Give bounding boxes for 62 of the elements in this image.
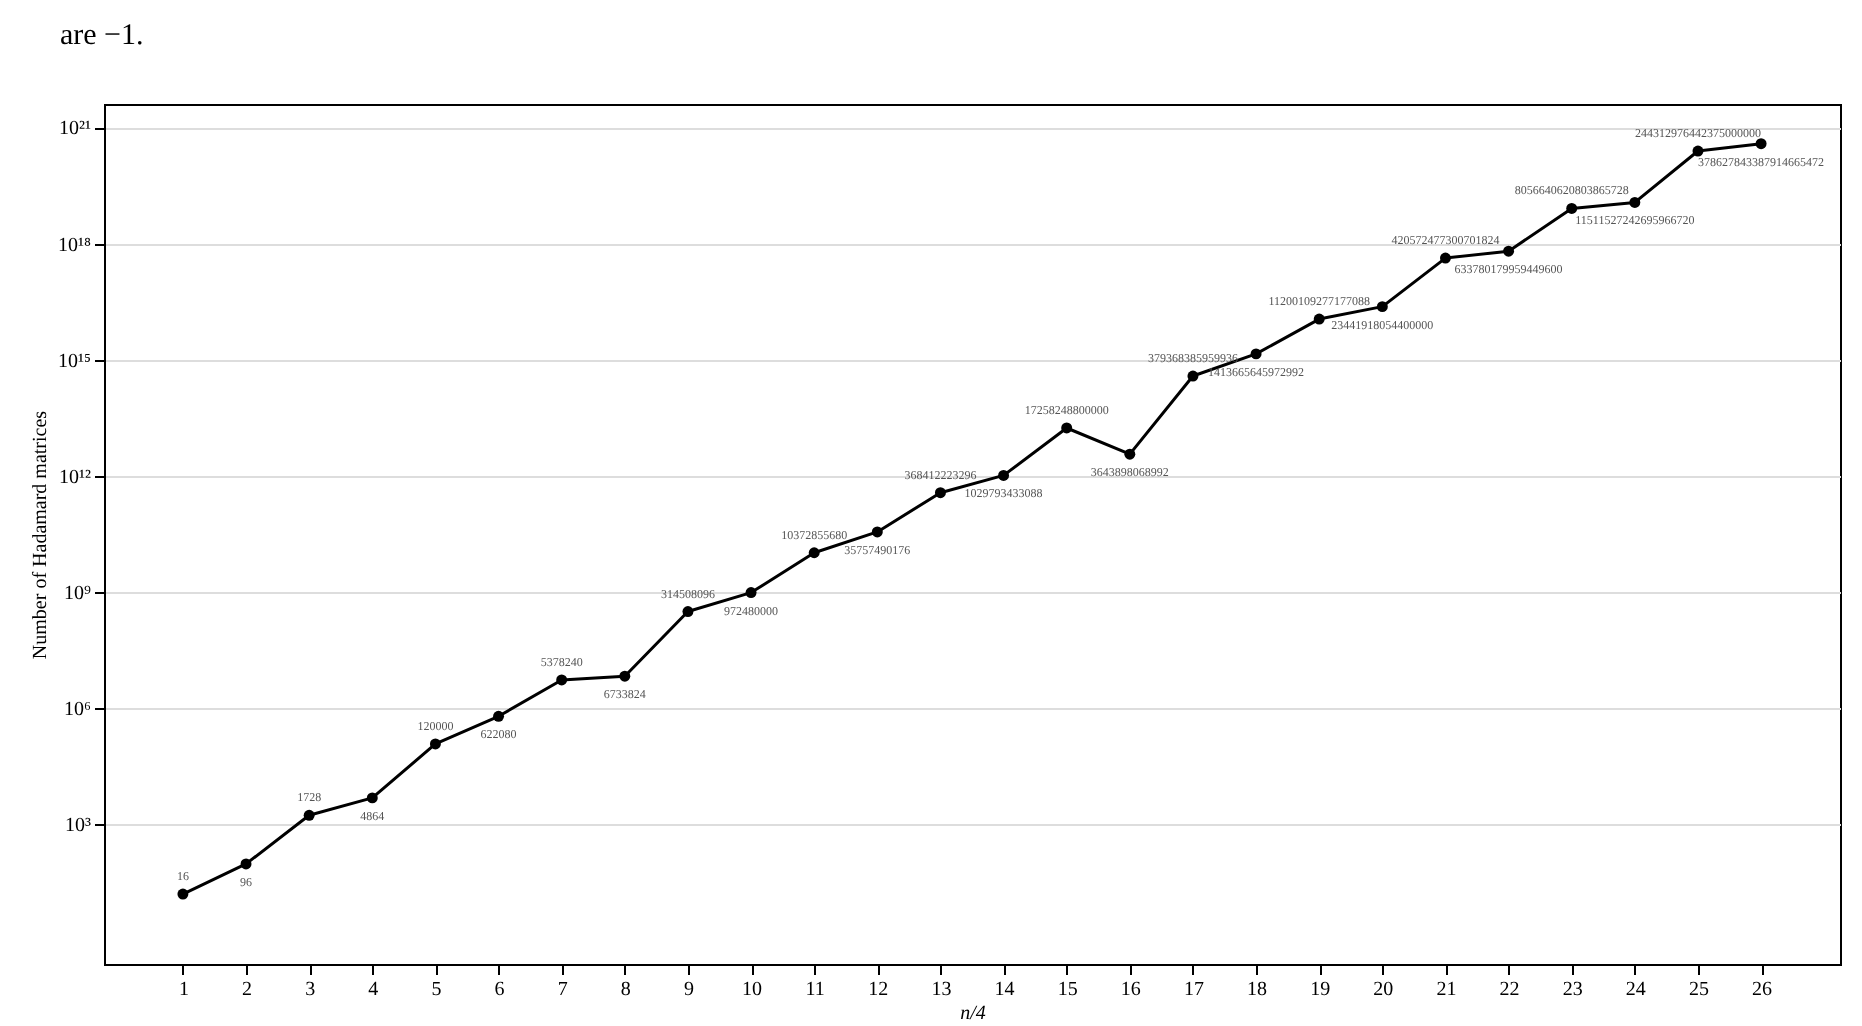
x-tick-label: 16 xyxy=(1120,979,1141,1001)
y-tick-label: 10³ xyxy=(65,815,91,838)
x-tick-label: 12 xyxy=(868,979,889,1001)
x-tick-label: 21 xyxy=(1436,979,1457,1001)
x-tick-label: 23 xyxy=(1562,979,1583,1001)
point xyxy=(808,547,820,559)
point xyxy=(1187,370,1199,382)
point xyxy=(240,858,252,870)
point xyxy=(619,670,631,682)
x-tick-label: 8 xyxy=(620,979,631,1001)
y-tick-label: 10⁶ xyxy=(64,699,92,722)
point xyxy=(1629,196,1641,208)
point xyxy=(366,792,378,804)
point xyxy=(1439,252,1451,264)
y-tick-label: 10¹² xyxy=(59,466,91,489)
point xyxy=(1124,448,1136,460)
x-tick-label: 13 xyxy=(931,979,952,1001)
x-tick-label: 15 xyxy=(1057,979,1078,1001)
x-tick-label: 3 xyxy=(305,979,316,1001)
point xyxy=(177,888,189,900)
point xyxy=(1755,138,1767,150)
x-tick-label: 4 xyxy=(368,979,379,1001)
x-tick-label: 11 xyxy=(805,979,825,1001)
point xyxy=(745,587,757,599)
x-tick-label: 14 xyxy=(994,979,1015,1001)
y-tick-label: 10⁹ xyxy=(64,583,92,606)
text: are −1. xyxy=(60,20,144,52)
x-axis-title: n/4 xyxy=(960,1003,986,1025)
x-tick-label: 1 xyxy=(178,979,189,1001)
point xyxy=(1503,245,1515,257)
x-tick-label: 26 xyxy=(1752,979,1773,1001)
y-tick-label: 10¹⁵ xyxy=(58,350,91,373)
x-tick-label: 20 xyxy=(1373,979,1394,1001)
y-tick-label: 10²¹ xyxy=(59,118,91,141)
x-tick-label: 24 xyxy=(1625,979,1646,1001)
point xyxy=(303,809,315,821)
x-tick-label: 2 xyxy=(242,979,253,1001)
point xyxy=(1250,348,1262,360)
x-tick-label: 25 xyxy=(1688,979,1709,1001)
x-tick-label: 6 xyxy=(494,979,505,1001)
point xyxy=(1061,422,1073,434)
y-tick-label: 10¹⁸ xyxy=(58,234,93,257)
y-axis-title: Number of Hadamard matrices xyxy=(30,410,53,660)
point xyxy=(429,738,441,750)
point xyxy=(1566,202,1578,214)
point xyxy=(1376,301,1388,313)
point xyxy=(682,606,694,618)
x-tick-label: 17 xyxy=(1183,979,1204,1001)
x-tick-label: 7 xyxy=(557,979,568,1001)
point xyxy=(1313,313,1325,325)
point xyxy=(493,710,505,722)
x-tick-label: 10 xyxy=(742,979,763,1001)
point xyxy=(934,487,946,499)
point xyxy=(1692,145,1704,157)
x-tick-label: 9 xyxy=(683,979,694,1001)
point xyxy=(871,526,883,538)
x-tick-label: 22 xyxy=(1499,979,1520,1001)
x-tick-label: 5 xyxy=(431,979,442,1001)
x-tick-label: 19 xyxy=(1310,979,1331,1001)
point xyxy=(556,674,568,686)
x-tick-label: 18 xyxy=(1247,979,1268,1001)
point xyxy=(998,469,1010,481)
